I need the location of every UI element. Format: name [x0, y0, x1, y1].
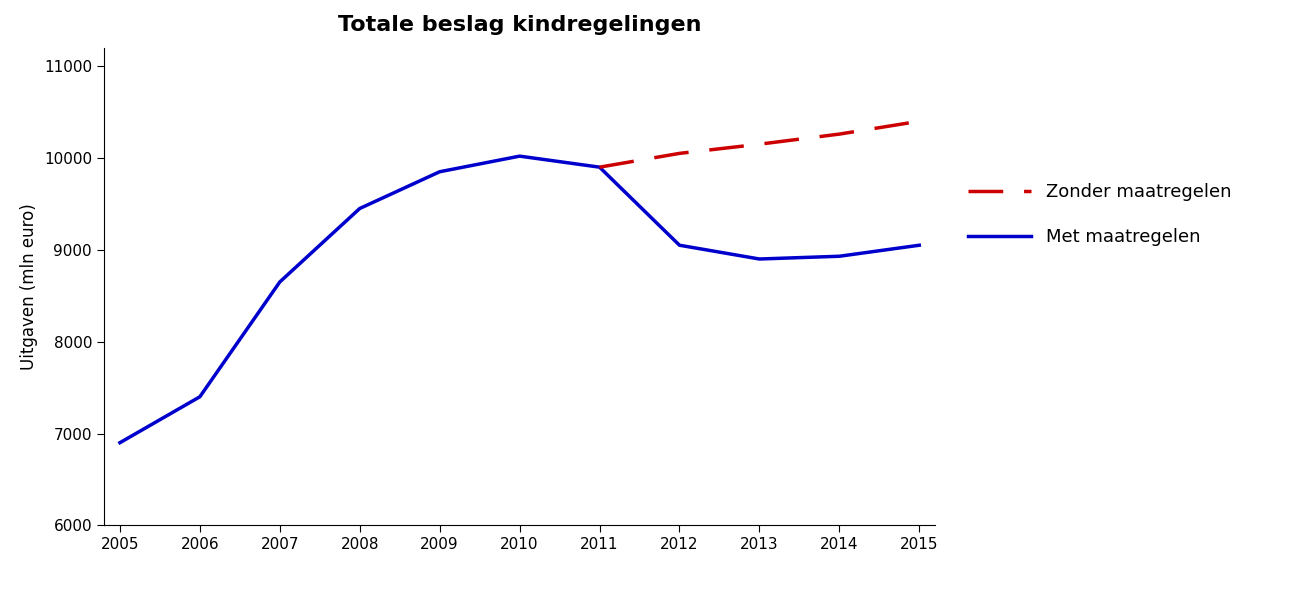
Title: Totale beslag kindregelingen: Totale beslag kindregelingen	[338, 15, 701, 35]
Y-axis label: Uitgaven (mln euro): Uitgaven (mln euro)	[21, 203, 39, 370]
Legend: Zonder maatregelen, Met maatregelen: Zonder maatregelen, Met maatregelen	[961, 176, 1238, 254]
